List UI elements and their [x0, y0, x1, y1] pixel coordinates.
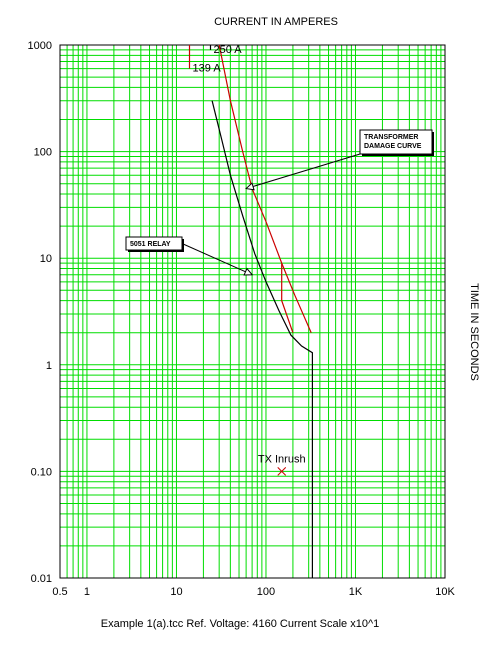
callout-arrowhead	[243, 267, 254, 276]
grid	[59, 45, 445, 579]
x-tick-label: 10K	[435, 586, 455, 598]
chart-title: CURRENT IN AMPERES	[214, 16, 338, 28]
x-tick-labels: 0.5 1 10 100 1K 10K	[52, 586, 455, 598]
y-axis-label: TIME IN SECONDS	[468, 283, 480, 381]
y-tick-label: 100	[34, 147, 52, 159]
callout-arrowhead	[245, 182, 255, 191]
y-tick-label: 1	[46, 360, 52, 372]
callout-box	[359, 129, 433, 155]
x-tick-label: 0.5	[52, 586, 67, 598]
callout-text: DAMAGE CURVE	[364, 143, 422, 150]
annotations: 250 A 139 A TX Inrush TRANSFORMER DAMAGE CUR…	[125, 44, 434, 476]
y-tick-labels: 1000 100 10 1 0.10 0.01	[28, 40, 52, 585]
curve-label: 139 A	[193, 63, 222, 75]
callout-text: 5051 RELAY	[130, 241, 171, 248]
x-tick-label: 1	[84, 586, 90, 598]
callout-leader	[245, 153, 361, 190]
callout-text: TRANSFORMER	[364, 134, 418, 141]
y-tick-label: 1000	[28, 40, 52, 52]
curves	[188, 44, 313, 578]
y-tick-label: 10	[40, 253, 52, 265]
y-tick-label: 0.10	[31, 466, 52, 478]
inrush-label: TX Inrush	[258, 453, 306, 465]
footer-info: Example 1(a).tcc Ref. Voltage: 4160 Curr…	[101, 618, 379, 630]
plot-frame	[59, 44, 446, 579]
x-tick-label: 10	[170, 586, 182, 598]
curve	[281, 263, 294, 333]
x-tick-label: 1K	[349, 586, 363, 598]
x-tick-label: 100	[257, 586, 275, 598]
callout-leader	[181, 243, 253, 276]
curve	[211, 100, 313, 578]
curve-label: 250 A	[213, 44, 242, 56]
y-tick-label: 0.01	[31, 573, 52, 585]
curve	[218, 44, 312, 333]
inrush-marker	[277, 467, 287, 476]
